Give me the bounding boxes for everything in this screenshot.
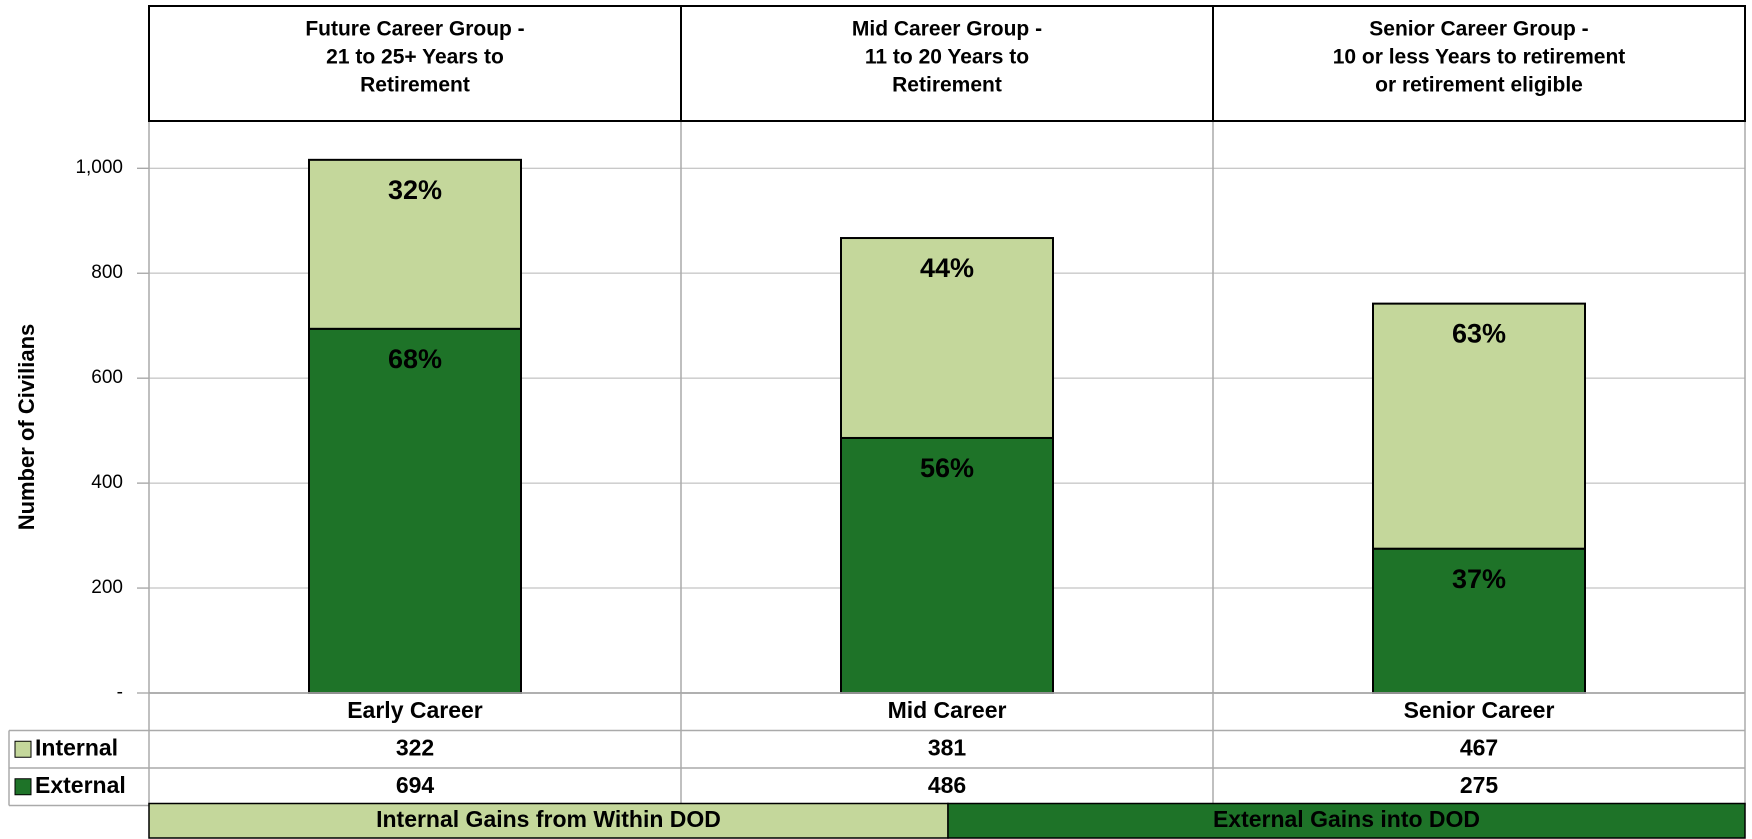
header-cell [148,5,682,122]
footer-text: External Gains into DOD [1213,806,1480,832]
x-tick-label: Early Career [347,697,483,723]
header-text: Retirement [892,74,1002,97]
table-value: 467 [1460,734,1498,760]
bar-segment [308,158,522,330]
share-label: 63% [1452,319,1506,349]
x-tick-label: Mid Career [888,697,1007,723]
x-tick-label: Senior Career [1404,697,1555,723]
table-value: 694 [396,772,435,798]
legend-swatch [14,740,32,758]
y-axis-label: Number of Civilians [14,324,39,531]
legend-label: External [35,772,126,798]
share-label: 37% [1452,564,1506,594]
y-tick-label: 600 [91,367,123,388]
bar-segment [1372,302,1586,550]
header-cell [680,5,1214,122]
table-value: 486 [928,772,966,798]
y-tick-label: 400 [91,472,123,493]
y-tick-label: - [117,682,123,703]
bar-segment [308,327,522,694]
bar-segment [840,436,1054,694]
header-text: 21 to 25+ Years to [326,46,504,69]
footer-band [947,802,1746,839]
header-text: 11 to 20 Years to [865,46,1029,69]
y-tick-label: 1,000 [75,157,123,178]
legend-label: Internal [35,734,118,760]
header-text: Mid Career Group - [852,18,1042,41]
header-text: Senior Career Group - [1369,18,1588,41]
share-label: 68% [388,344,442,374]
share-label: 44% [920,253,974,283]
header-cell [1212,5,1746,122]
header-text: 10 or less Years to retirement [1333,46,1626,69]
y-tick-label: 200 [91,577,123,598]
header-text: Retirement [360,74,470,97]
share-label: 32% [388,175,442,205]
legend-swatch [14,778,32,796]
share-label: 56% [920,453,974,483]
footer-text: Internal Gains from Within DOD [376,806,721,832]
table-value: 381 [928,734,967,760]
table-value: 322 [396,734,434,760]
bar-segment [840,237,1054,439]
table-value: 275 [1460,772,1499,798]
y-tick-label: 800 [91,262,123,283]
header-text: or retirement eligible [1375,74,1583,97]
header-text: Future Career Group - [305,18,524,41]
